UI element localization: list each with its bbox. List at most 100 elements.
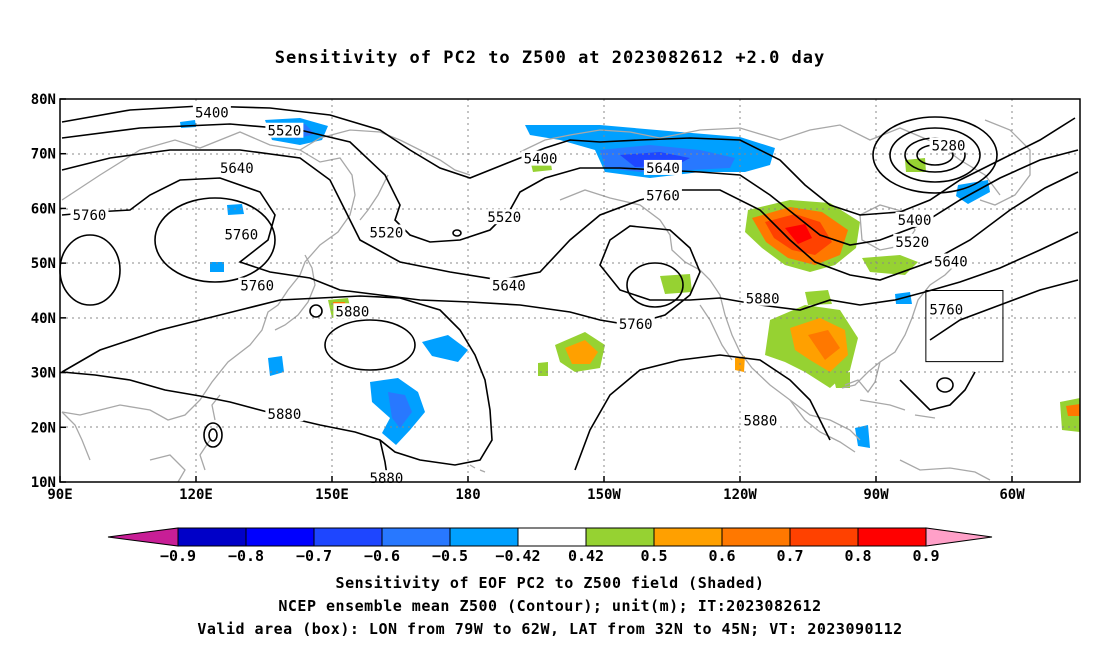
colorbar-swatch bbox=[381, 527, 451, 547]
colorbar-swatch bbox=[313, 527, 383, 547]
contour-label: 5760 bbox=[929, 303, 963, 319]
colorbar-low-extend bbox=[107, 527, 179, 547]
colorbar-label: 0.42 bbox=[568, 547, 604, 565]
contour-label-bg bbox=[521, 150, 560, 166]
contour-label-bg bbox=[192, 104, 231, 120]
lon-tick-label: 150E bbox=[315, 487, 349, 503]
colorbar-swatch bbox=[653, 527, 723, 547]
contour-label-bg bbox=[489, 277, 528, 293]
contour-label: 5640 bbox=[492, 279, 526, 295]
lon-tick-label: 90E bbox=[47, 487, 72, 503]
contour-label-bg bbox=[70, 206, 109, 222]
contour-label-bg bbox=[265, 122, 304, 138]
contour-label-bg bbox=[741, 412, 780, 428]
lat-tick-label: 60N bbox=[31, 201, 56, 217]
contour-label: 5760 bbox=[646, 188, 680, 204]
lat-tick-label: 70N bbox=[31, 147, 56, 163]
colorbar: −0.9 −0.8 −0.7 −0.6 −0.5 −0.42 0.42 0.5 0.6 0.7 0.… bbox=[107, 527, 993, 565]
contour-label: 5520 bbox=[487, 210, 521, 226]
lon-tick-label: 90W bbox=[863, 487, 889, 503]
contour-label-bg bbox=[643, 187, 682, 203]
lat-tick-label: 40N bbox=[31, 311, 56, 327]
valid-area-box bbox=[925, 290, 1004, 363]
contour-label: 5520 bbox=[895, 235, 929, 251]
colorbar-label: −0.42 bbox=[495, 547, 540, 565]
contour-label: 5400 bbox=[898, 213, 932, 229]
colorbar-label: −0.9 bbox=[160, 547, 196, 565]
contour-label: 5880 bbox=[746, 292, 780, 308]
lat-tick-label: 50N bbox=[31, 256, 56, 272]
colorbar-label: −0.8 bbox=[228, 547, 264, 565]
contour-label: 5640 bbox=[646, 161, 680, 177]
contour-label-bg bbox=[367, 224, 406, 240]
colorbar-swatch bbox=[721, 527, 791, 547]
colorbar-label: −0.6 bbox=[364, 547, 400, 565]
colorbar-label: 0.6 bbox=[708, 547, 735, 565]
lat-tick-label: 20N bbox=[31, 420, 56, 436]
contour-labels: 5400 5520 5640 5400 5520 5640 5760 5280 5400 5520… bbox=[70, 104, 970, 487]
contour-label: 5520 bbox=[268, 124, 302, 140]
colorbar-swatch bbox=[585, 527, 655, 547]
colorbar-high-extend bbox=[925, 527, 993, 547]
lat-tick-label: 80N bbox=[31, 92, 56, 108]
contour-label-bg bbox=[485, 209, 524, 225]
contour-label: 5520 bbox=[370, 226, 404, 242]
contour-label-bg bbox=[222, 226, 261, 242]
longitude-axis: 90E 120E 150E 180 150W 120W 90W 60W bbox=[47, 476, 1025, 503]
contour-label: 5880 bbox=[336, 304, 370, 320]
lon-tick-label: 150W bbox=[587, 487, 621, 503]
contour-label: 5760 bbox=[619, 317, 653, 333]
colorbar-swatch bbox=[789, 527, 859, 547]
footer-shading-description: Sensitivity of EOF PC2 to Z500 field (Sh… bbox=[335, 574, 765, 592]
lon-tick-label: 120E bbox=[179, 487, 213, 503]
contour-label: 5760 bbox=[240, 279, 274, 295]
map-title: Sensitivity of PC2 to Z500 at 2023082612… bbox=[274, 48, 826, 68]
contour-label-bg bbox=[238, 277, 277, 293]
latitude-axis: 80N 70N 60N 50N 40N 30N 20N 10N bbox=[31, 92, 66, 491]
colorbar-label: 0.9 bbox=[912, 547, 939, 565]
colorbar-label: −0.7 bbox=[296, 547, 332, 565]
contour-label: 5640 bbox=[934, 255, 968, 271]
contour-label-bg bbox=[927, 301, 966, 317]
contour-label-bg bbox=[643, 159, 682, 175]
contour-label-bg bbox=[929, 137, 968, 153]
contour-label-bg bbox=[616, 315, 655, 331]
colorbar-swatch bbox=[857, 527, 927, 547]
z500-contours bbox=[59, 105, 1079, 483]
colorbar-swatch bbox=[177, 527, 247, 547]
contour-label-bg bbox=[743, 290, 782, 306]
colorbar-label: 0.8 bbox=[844, 547, 871, 565]
contour-label-bg bbox=[931, 253, 970, 269]
footer-contour-description: NCEP ensemble mean Z500 (Contour); unit(… bbox=[278, 597, 822, 615]
contour-label: 5880 bbox=[744, 414, 778, 430]
contour-label-bg bbox=[217, 159, 256, 175]
contour-label: 5760 bbox=[73, 208, 107, 224]
lat-tick-label: 30N bbox=[31, 366, 56, 382]
footer-valid-area: Valid area (box): LON from 79W to 62W, L… bbox=[197, 620, 903, 638]
colorbar-label: −0.5 bbox=[432, 547, 468, 565]
colorbar-swatch bbox=[449, 527, 519, 547]
contour-label: 5640 bbox=[220, 161, 254, 177]
contour-label: 5880 bbox=[370, 471, 404, 487]
contour-label-bg bbox=[333, 303, 372, 319]
colorbar-swatch bbox=[245, 527, 315, 547]
contour-label: 5400 bbox=[524, 152, 558, 168]
contour-label-bg bbox=[893, 233, 932, 249]
map-frame bbox=[59, 98, 1081, 483]
lon-tick-label: 120W bbox=[723, 487, 757, 503]
lon-tick-label: 180 bbox=[455, 487, 480, 503]
lon-tick-label: 60W bbox=[999, 487, 1025, 503]
contour-label-bg bbox=[895, 211, 934, 227]
contour-label: 5400 bbox=[195, 106, 229, 122]
contour-label: 5760 bbox=[224, 228, 258, 244]
lat-tick-label: 10N bbox=[31, 475, 56, 491]
contour-label: 5880 bbox=[268, 407, 302, 423]
sensitivity-shading bbox=[180, 118, 1080, 448]
colorbar-label: 0.7 bbox=[776, 547, 803, 565]
contour-label-bg bbox=[265, 406, 304, 422]
graticule bbox=[60, 99, 1080, 482]
contour-label: 5280 bbox=[932, 139, 966, 155]
colorbar-label: 0.5 bbox=[640, 547, 667, 565]
colorbar-swatch bbox=[517, 527, 587, 547]
